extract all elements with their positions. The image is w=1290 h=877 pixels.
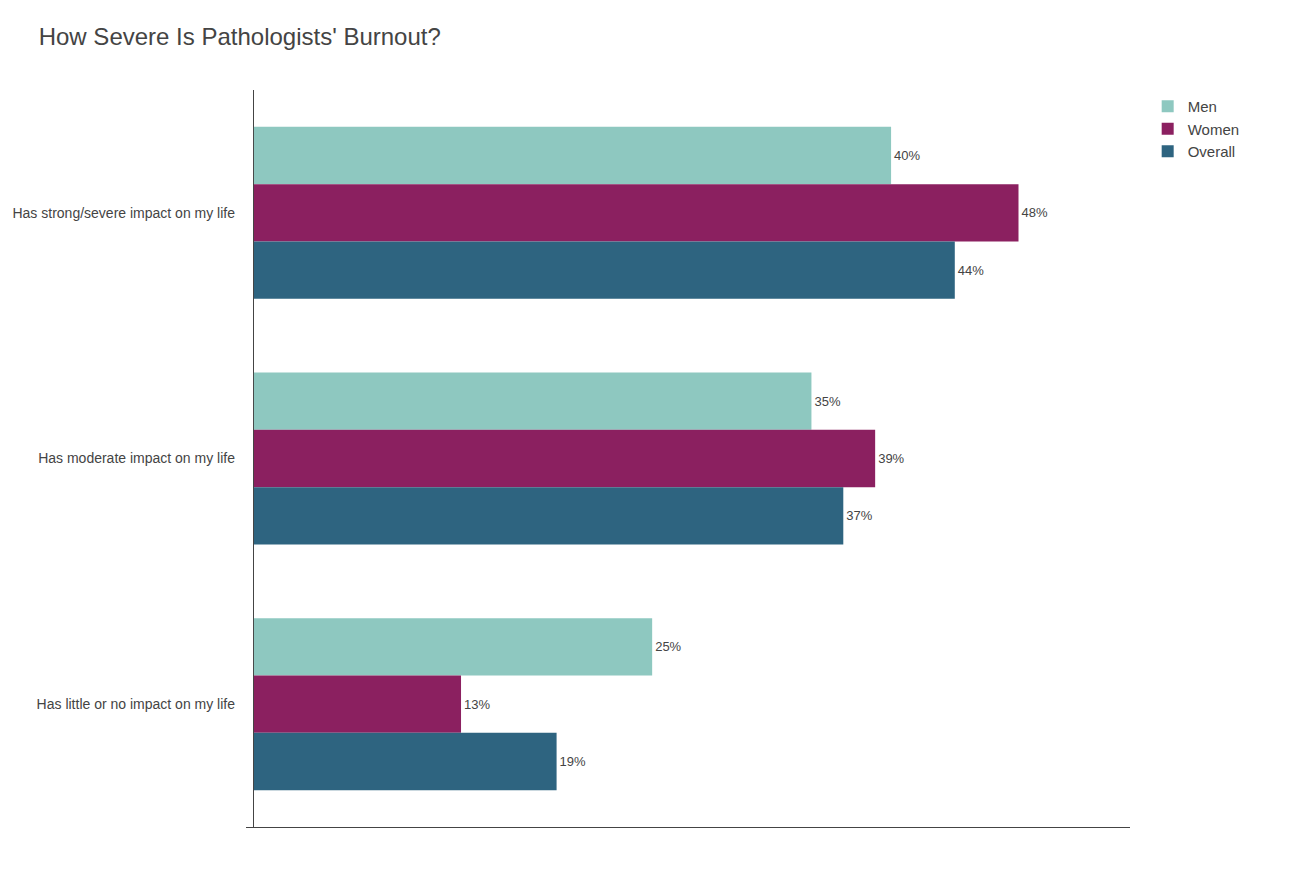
svg-text:Women: Women <box>1188 121 1239 138</box>
svg-text:44%: 44% <box>958 263 984 278</box>
svg-text:25%: 25% <box>655 639 681 654</box>
svg-text:Overall: Overall <box>1188 143 1236 160</box>
svg-text:40%: 40% <box>894 148 920 163</box>
svg-text:37%: 37% <box>846 508 872 523</box>
svg-text:Has little or no impact on my: Has little or no impact on my life <box>37 696 236 712</box>
svg-text:13%: 13% <box>464 697 490 712</box>
svg-text:19%: 19% <box>560 754 586 769</box>
svg-text:48%: 48% <box>1022 205 1048 220</box>
svg-text:Has moderate impact on my life: Has moderate impact on my life <box>38 450 235 466</box>
svg-text:39%: 39% <box>878 451 904 466</box>
svg-text:Has strong/severe impact on my: Has strong/severe impact on my life <box>12 205 235 221</box>
svg-text:Men: Men <box>1188 98 1217 115</box>
svg-text:35%: 35% <box>814 394 840 409</box>
svg-text:How Severe Is Pathologists' Bu: How Severe Is Pathologists' Burnout? <box>39 23 441 50</box>
